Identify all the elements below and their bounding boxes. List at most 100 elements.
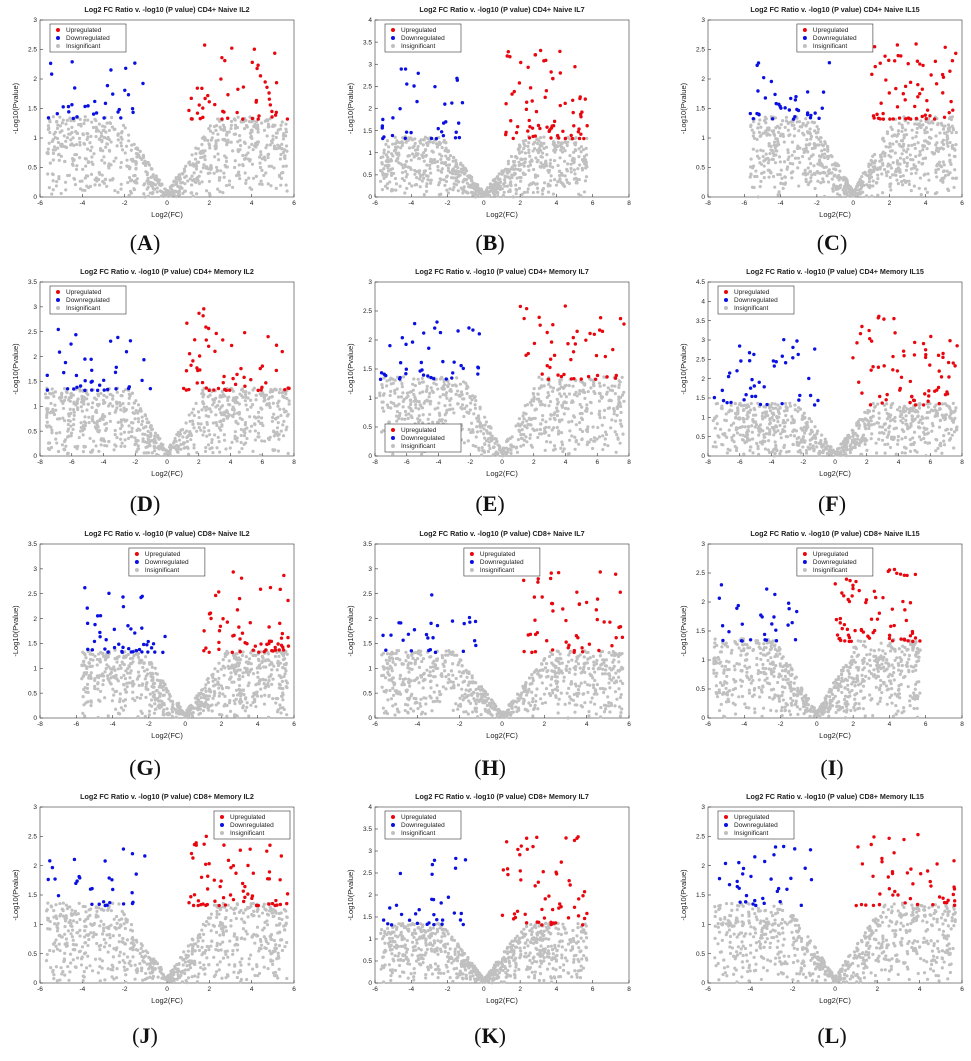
upregulated-point <box>613 376 618 380</box>
insignificant-point <box>492 183 496 187</box>
insignificant-point <box>771 406 775 410</box>
y-axis-label: -Log10(Pvalue) <box>11 343 20 395</box>
insignificant-point <box>925 146 929 151</box>
insignificant-point <box>494 450 498 454</box>
insignificant-point <box>580 389 584 393</box>
upregulated-point <box>280 349 284 354</box>
insignificant-point <box>251 176 256 180</box>
insignificant-point <box>97 430 101 434</box>
insignificant-point <box>901 126 905 130</box>
insignificant-point <box>281 434 286 438</box>
insignificant-point <box>98 418 102 423</box>
insignificant-point <box>420 406 425 410</box>
insignificant-point <box>424 184 429 189</box>
insignificant-point <box>130 426 134 430</box>
insignificant-point <box>425 182 429 186</box>
insignificant-point <box>224 156 228 160</box>
insignificant-point <box>582 190 587 194</box>
upregulated-point <box>198 116 202 121</box>
insignificant-point <box>440 375 444 379</box>
insignificant-point <box>191 194 195 198</box>
downregulated-point <box>436 126 440 131</box>
insignificant-point <box>723 431 727 436</box>
insignificant-point <box>195 192 199 196</box>
insignificant-point <box>153 434 157 438</box>
insignificant-point <box>258 453 262 458</box>
insignificant-point <box>239 427 243 432</box>
insignificant-point <box>572 161 576 165</box>
insignificant-point <box>947 126 952 130</box>
insignificant-point <box>536 158 540 162</box>
upregulated-point <box>548 357 553 361</box>
insignificant-point <box>210 440 214 445</box>
insignificant-point <box>531 181 535 185</box>
upregulated-point <box>918 92 922 96</box>
insignificant-point <box>110 125 115 129</box>
insignificant-point <box>50 172 55 176</box>
insignificant-point <box>869 163 873 167</box>
insignificant-point <box>158 189 163 193</box>
insignificant-point <box>122 406 126 410</box>
upregulated-point <box>204 325 208 329</box>
upregulated-point <box>198 368 202 372</box>
insignificant-point <box>385 172 389 176</box>
insignificant-point <box>417 156 421 161</box>
insignificant-point <box>584 175 589 179</box>
insignificant-point <box>912 184 916 188</box>
insignificant-point <box>400 417 404 421</box>
insignificant-point <box>118 426 123 431</box>
plot-title: Log2 FC Ratio v. -log10 (P value) CD4+ N… <box>750 5 919 14</box>
insignificant-point <box>482 432 486 436</box>
insignificant-point <box>183 431 187 435</box>
y-tick-label: 1.5 <box>28 106 37 113</box>
insignificant-point <box>277 437 281 441</box>
insignificant-point <box>570 400 574 405</box>
insignificant-point <box>917 160 921 164</box>
insignificant-point <box>891 142 895 146</box>
insignificant-point <box>182 441 187 445</box>
insignificant-point <box>394 147 398 152</box>
insignificant-point <box>473 403 477 407</box>
insignificant-point <box>398 411 402 416</box>
insignificant-point <box>531 399 536 403</box>
insignificant-point <box>535 397 539 401</box>
insignificant-point <box>56 449 61 454</box>
insignificant-point <box>438 413 442 417</box>
insignificant-point <box>134 441 138 446</box>
insignificant-point <box>219 127 223 131</box>
x-tick-label: -6 <box>69 459 75 466</box>
insignificant-point <box>217 426 222 430</box>
insignificant-point <box>529 158 534 162</box>
downregulated-point <box>384 373 388 378</box>
insignificant-point <box>806 445 810 449</box>
insignificant-point <box>51 179 55 183</box>
downregulated-point <box>111 92 115 96</box>
insignificant-point <box>419 138 423 142</box>
insignificant-point <box>773 402 777 406</box>
x-tick-label: 6 <box>292 200 296 207</box>
downregulated-point <box>441 359 445 364</box>
upregulated-point <box>544 58 548 62</box>
insignificant-point <box>496 194 500 198</box>
insignificant-point <box>256 140 261 144</box>
insignificant-point <box>100 438 104 442</box>
insignificant-point <box>528 433 533 437</box>
insignificant-point <box>193 164 197 168</box>
insignificant-point <box>195 177 199 181</box>
insignificant-point <box>452 411 456 415</box>
insignificant-point <box>908 449 913 453</box>
insignificant-point <box>876 193 880 197</box>
insignificant-point <box>91 415 95 419</box>
insignificant-point <box>238 144 243 148</box>
insignificant-point <box>497 185 501 189</box>
insignificant-point <box>871 154 875 158</box>
insignificant-point <box>60 129 64 133</box>
insignificant-point <box>463 171 467 175</box>
downregulated-point <box>95 388 100 393</box>
panel-A: Log2 FC Ratio v. -log10 (P value) CD4+ N… <box>0 0 300 225</box>
legend-entry: Upregulated <box>66 27 102 34</box>
insignificant-point <box>503 178 507 182</box>
insignificant-point <box>757 433 761 437</box>
downregulated-point <box>434 136 439 141</box>
